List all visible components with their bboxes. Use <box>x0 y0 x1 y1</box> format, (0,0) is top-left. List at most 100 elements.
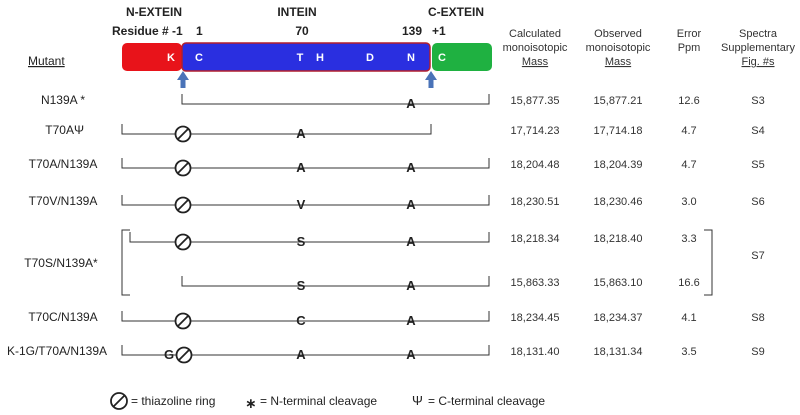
row-t70v-n139a: T70V/N139A V A 18,230.51 18,230.46 3.0 S… <box>29 194 765 214</box>
legend-n-terminal: = N-terminal cleavage <box>260 394 377 408</box>
mutant-name: N139A * <box>41 93 85 107</box>
intein-residue-h: H <box>316 52 324 64</box>
intein-residue-d: D <box>366 52 374 64</box>
fragment-bracket <box>121 124 432 135</box>
mutant-name: K-1G/T70A/N139A <box>7 344 107 358</box>
c-terminal-cleavage-symbol: Ψ <box>412 393 423 408</box>
residue-number-label: Residue # -1 <box>112 24 183 38</box>
row-t70s-full: S A 18,218.34 18,218.40 3.3 <box>129 232 697 251</box>
observed-mass: 18,131.34 <box>594 346 643 358</box>
group-left-bracket <box>121 229 130 296</box>
row-k-1g-t70a-n139a: K-1G/T70A/N139A G A A 18,131.40 18,131.3… <box>7 344 765 364</box>
row-n139a: N139A * A 15,877.35 15,877.21 12.6 S3 <box>41 93 765 111</box>
intein-label: INTEIN <box>277 5 316 19</box>
fragment-bracket <box>129 232 490 243</box>
spectra-figure: S9 <box>751 346 764 358</box>
svg-text:Mass: Mass <box>522 56 549 68</box>
n-extein-residue: K <box>167 52 175 64</box>
n-cleavage-arrow-icon <box>177 71 189 88</box>
c-extein-label: C-EXTEIN <box>428 5 484 19</box>
spectra-figure: S7 <box>751 250 764 262</box>
residue-139: A <box>406 197 416 212</box>
fragment-bracket <box>121 158 490 169</box>
intein-segment <box>181 42 431 72</box>
observed-mass: 18,234.37 <box>594 312 643 324</box>
mutant-name: T70V/N139A <box>29 194 98 208</box>
fragment-bracket <box>121 195 490 206</box>
spectra-figure: S4 <box>751 125 764 137</box>
mutant-column-header: Mutant <box>28 54 65 68</box>
error-ppm: 4.7 <box>681 125 696 137</box>
n-extein-label: N-EXTEIN <box>126 5 182 19</box>
intein-residue-c: C <box>195 52 203 64</box>
observed-mass: 17,714.18 <box>594 125 643 137</box>
residue-70: A <box>296 126 306 141</box>
n-extein-segment <box>122 43 182 71</box>
thiazoline-ring-icon <box>174 196 192 214</box>
thiazoline-ring-icon <box>174 125 192 143</box>
residue-139: A <box>406 313 416 328</box>
spectra-figure-header: Spectra Supplementary Fig. #s <box>721 28 795 68</box>
error-ppm: 4.1 <box>681 312 696 324</box>
intein-residue-n: N <box>407 52 415 64</box>
calculated-mass: 17,714.23 <box>511 125 560 137</box>
residue-139: A <box>406 234 416 249</box>
calculated-mass-header: Calculated monoisotopic Mass <box>503 28 568 68</box>
legend-c-terminal: = C-terminal cleavage <box>428 394 545 408</box>
position-1-label: 1 <box>196 24 203 38</box>
mutant-name: T70C/N139A <box>28 310 97 324</box>
calculated-mass: 18,230.51 <box>511 196 560 208</box>
fragment-bracket <box>121 311 490 322</box>
n-terminal-cleavage-symbol: ∗ <box>245 395 257 411</box>
calculated-mass: 18,234.45 <box>511 312 560 324</box>
residue-70: S <box>297 278 306 293</box>
svg-text:Fig. #s: Fig. #s <box>741 56 775 68</box>
residue-minus-1: G <box>164 347 174 362</box>
spectra-figure: S3 <box>751 95 764 107</box>
residue-139: A <box>406 96 416 111</box>
svg-text:Observed: Observed <box>594 28 642 40</box>
mutant-name: T70S/N139A* <box>24 256 98 270</box>
error-ppm: 3.5 <box>681 346 696 358</box>
observed-mass-header: Observed monoisotopic Mass <box>586 28 651 68</box>
mutant-name: T70AΨ <box>45 123 84 137</box>
row-t70s-cleaved: S A 15,863.33 15,863.10 16.6 <box>181 276 700 293</box>
calculated-mass: 15,863.33 <box>511 277 560 289</box>
residue-70: V <box>297 197 306 212</box>
thiazoline-ring-icon <box>174 312 192 330</box>
row-t70a-n139a: T70A/N139A A A 18,204.48 18,204.39 4.7 S… <box>29 157 765 177</box>
residue-70: A <box>296 347 306 362</box>
protein-bar: K C T H D N C <box>122 42 492 88</box>
error-ppm: 12.6 <box>678 95 699 107</box>
error-ppm: 3.0 <box>681 196 696 208</box>
observed-mass: 18,218.40 <box>594 233 643 245</box>
thiazoline-ring-icon <box>110 392 128 410</box>
c-extein-residue: C <box>438 52 446 64</box>
intein-residue-t: T <box>297 52 304 64</box>
fragment-bracket <box>181 94 490 105</box>
calculated-mass: 15,877.35 <box>511 95 560 107</box>
svg-text:Ppm: Ppm <box>678 42 701 54</box>
row-group-t70s-n139a: T70S/N139A* S7 S A 18,218.34 18,218.40 3… <box>24 229 765 296</box>
c-cleavage-arrow-icon <box>425 71 437 88</box>
residue-70: S <box>297 234 306 249</box>
svg-text:Calculated: Calculated <box>509 28 561 40</box>
observed-mass: 18,230.46 <box>594 196 643 208</box>
calculated-mass: 18,218.34 <box>511 233 560 245</box>
svg-text:Spectra: Spectra <box>739 28 778 40</box>
svg-text:Supplementary: Supplementary <box>721 42 795 54</box>
thiazoline-ring-icon <box>174 233 192 251</box>
error-ppm: 3.3 <box>681 233 696 245</box>
observed-mass: 15,863.10 <box>594 277 643 289</box>
residue-70: C <box>296 313 306 328</box>
position-139-label: 139 <box>402 24 422 38</box>
spectra-figure: S8 <box>751 312 764 324</box>
row-t70a: T70AΨ A 17,714.23 17,714.18 4.7 S4 <box>45 123 765 143</box>
row-t70c-n139a: T70C/N139A C A 18,234.45 18,234.37 4.1 S… <box>28 310 765 330</box>
svg-text:Error: Error <box>677 28 702 40</box>
error-ppm-header: Error Ppm <box>677 28 702 54</box>
fragment-bracket <box>121 345 490 356</box>
residue-139: A <box>406 278 416 293</box>
svg-text:Mass: Mass <box>605 56 632 68</box>
error-ppm: 4.7 <box>681 159 696 171</box>
